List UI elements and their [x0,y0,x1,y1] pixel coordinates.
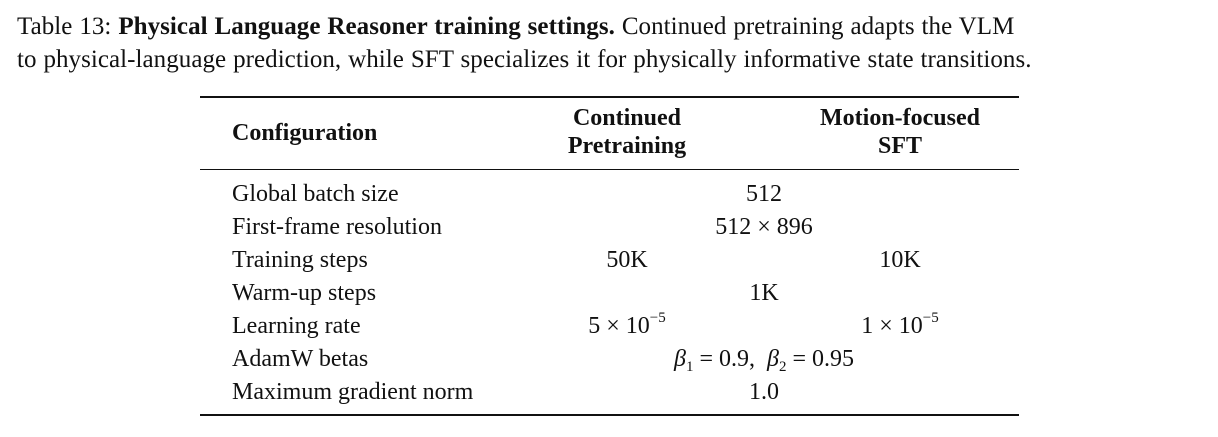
caption-line-1: Table 13: Physical Language Reasoner tra… [17,10,1212,43]
lr2-times: × [879,313,893,339]
row-label-warm-up-steps: Warm-up steps [232,279,376,307]
header-motion-focused-sft: Motion-focused SFT [800,104,1000,160]
beta1-value: 0.9, [719,346,755,372]
row-value-learning-rate-pretraining: 5 × 10−5 [527,312,727,340]
row-label-adamw-betas: AdamW betas [232,345,368,373]
lr2-mantissa: 1 [861,313,873,339]
row-label-first-frame-resolution: First-frame resolution [232,213,442,241]
caption-title: Physical Language Reasoner training sett… [118,13,615,40]
table-caption: Table 13: Physical Language Reasoner tra… [17,10,1212,76]
row-label-global-batch-size: Global batch size [232,180,399,208]
row-value-first-frame-resolution: 512 × 896 [564,213,964,241]
header-col2-line2: SFT [800,132,1000,160]
row-value-maximum-gradient-norm: 1.0 [564,378,964,406]
beta1-equals: = [699,346,713,372]
row-value-global-batch-size: 512 [564,180,964,208]
beta1-subscript: 1 [686,359,694,375]
resolution-times: × [757,214,771,240]
mid-rule [200,169,1019,170]
row-value-adamw-betas: β1 = 0.9, β2 = 0.95 [564,345,964,373]
lr1-base: 10 [626,313,650,339]
beta2-symbol: β [767,346,779,372]
resolution-height: 896 [777,214,813,240]
lr1-exponent: −5 [650,310,666,326]
lr2-base: 10 [899,313,923,339]
row-label-training-steps: Training steps [232,246,368,274]
header-col1-line2: Pretraining [527,132,727,160]
header-configuration: Configuration [232,119,377,147]
beta2-equals: = [792,346,806,372]
header-continued-pretraining: Continued Pretraining [527,104,727,160]
header-col1-line1: Continued [527,104,727,132]
row-label-maximum-gradient-norm: Maximum gradient norm [232,378,473,406]
beta2-value: 0.95 [812,346,854,372]
row-value-learning-rate-sft: 1 × 10−5 [800,312,1000,340]
beta2-subscript: 2 [779,359,787,375]
lr2-exponent: −5 [923,310,939,326]
beta1-symbol: β [674,346,686,372]
lr1-mantissa: 5 [588,313,600,339]
header-col2-line1: Motion-focused [800,104,1000,132]
caption-label: Table 13: [17,13,111,40]
row-value-training-steps-pretraining: 50K [527,246,727,274]
row-value-training-steps-sft: 10K [800,246,1000,274]
bottom-rule [200,414,1019,416]
resolution-width: 512 [715,214,751,240]
top-rule [200,96,1019,98]
row-value-warm-up-steps: 1K [564,279,964,307]
caption-text-1: Continued pretraining adapts the VLM [622,13,1015,40]
caption-line-2: to physical-language prediction, while S… [17,43,1212,76]
lr1-times: × [606,313,620,339]
row-label-learning-rate: Learning rate [232,312,361,340]
